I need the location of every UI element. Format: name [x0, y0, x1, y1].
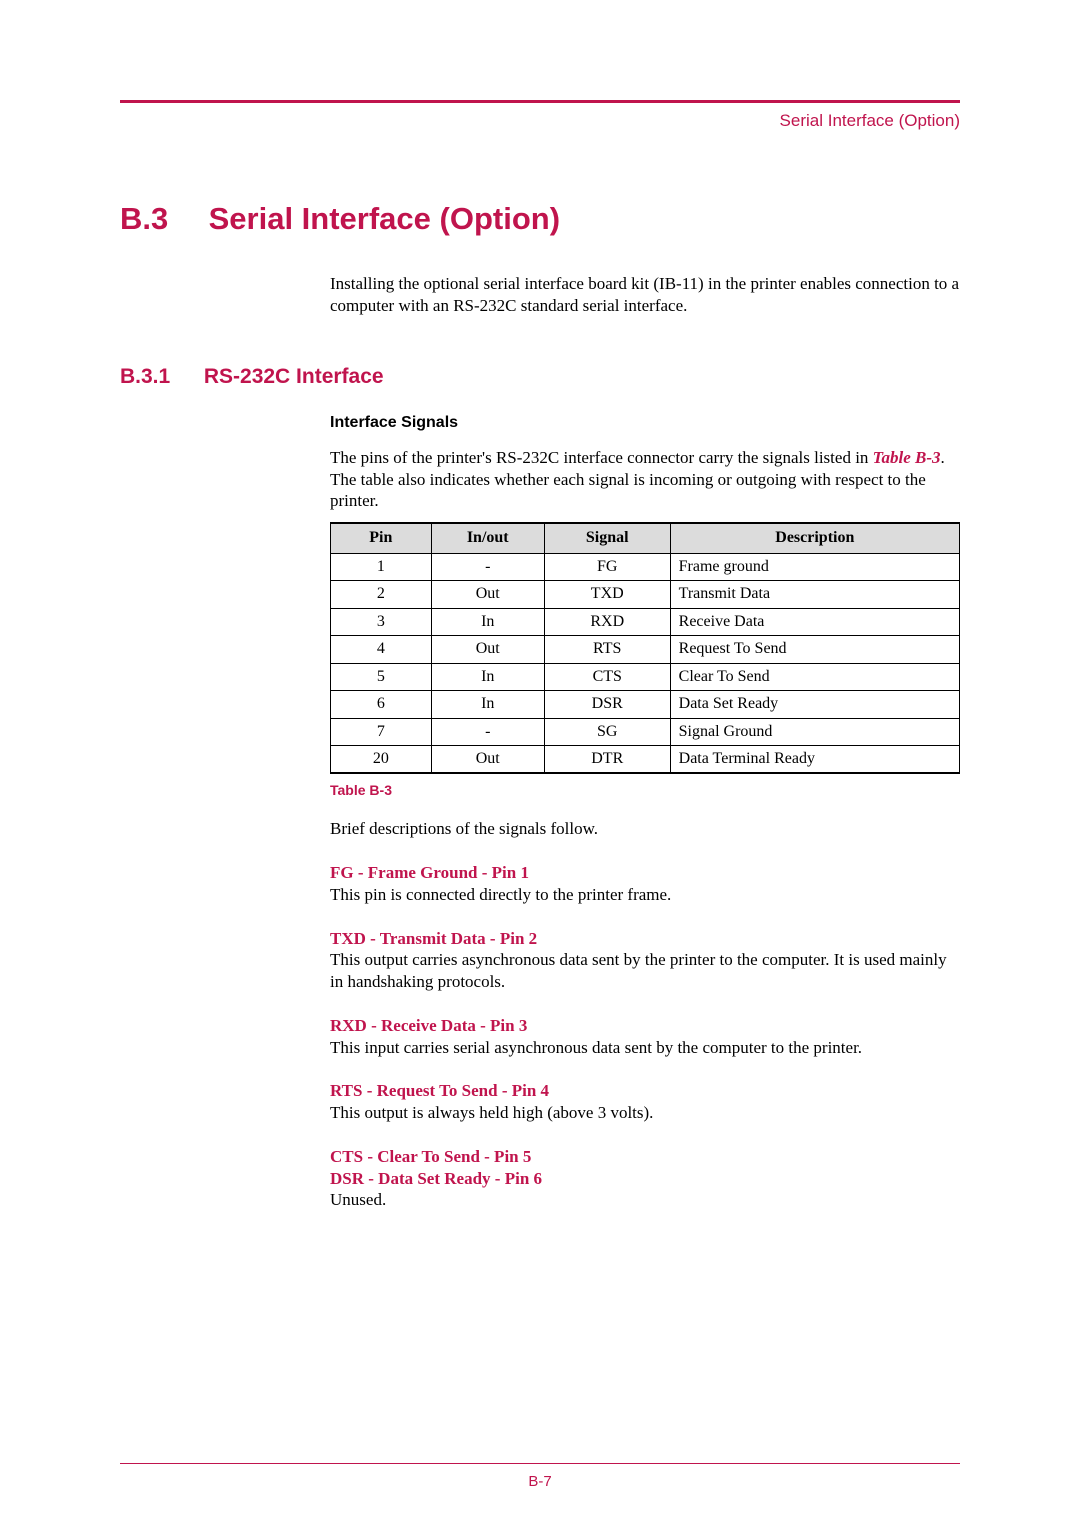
- col-signal: Signal: [544, 523, 670, 553]
- table-cell: FG: [544, 553, 670, 580]
- lead-in-pre: The pins of the printer's RS-232C interf…: [330, 448, 873, 467]
- signal-title: DSR - Data Set Ready - Pin 6: [330, 1168, 960, 1190]
- after-table-paragraph: Brief descriptions of the signals follow…: [330, 818, 960, 840]
- table-cell: 6: [331, 691, 432, 718]
- col-inout: In/out: [431, 523, 544, 553]
- table-cell: TXD: [544, 581, 670, 608]
- signal-description: This output is always held high (above 3…: [330, 1102, 960, 1124]
- signal-title: FG - Frame Ground - Pin 1: [330, 862, 960, 884]
- table-cell: 3: [331, 608, 432, 635]
- signal-title: RXD - Receive Data - Pin 3: [330, 1015, 960, 1037]
- table-cell: Out: [431, 581, 544, 608]
- table-label: Table B-3: [330, 782, 960, 800]
- table-cell: Data Set Ready: [670, 691, 959, 718]
- table-cell: DTR: [544, 745, 670, 773]
- signal-title: RTS - Request To Send - Pin 4: [330, 1080, 960, 1102]
- table-cell: CTS: [544, 663, 670, 690]
- table-cell: Clear To Send: [670, 663, 959, 690]
- table-cell: Frame ground: [670, 553, 959, 580]
- page-number: B-7: [0, 1473, 1080, 1490]
- section-heading: B.3 Serial Interface (Option): [120, 201, 960, 237]
- table-cell: In: [431, 608, 544, 635]
- signal-description: Unused.: [330, 1189, 960, 1211]
- table-cell: In: [431, 663, 544, 690]
- table-row: 7-SGSignal Ground: [331, 718, 960, 745]
- table-cell: SG: [544, 718, 670, 745]
- section-title: Serial Interface (Option): [209, 201, 560, 236]
- section-number: B.3: [120, 201, 200, 237]
- lead-in-paragraph: The pins of the printer's RS-232C interf…: [330, 447, 960, 512]
- table-cell: Receive Data: [670, 608, 959, 635]
- table-cell: Out: [431, 636, 544, 663]
- signal-description: This pin is connected directly to the pr…: [330, 884, 960, 906]
- table-cell: 4: [331, 636, 432, 663]
- table-cell: DSR: [544, 691, 670, 718]
- table-reference-link[interactable]: Table B-3: [873, 448, 941, 467]
- col-pin: Pin: [331, 523, 432, 553]
- table-header-row: Pin In/out Signal Description: [331, 523, 960, 553]
- table-cell: Request To Send: [670, 636, 959, 663]
- table-cell: Transmit Data: [670, 581, 959, 608]
- signal-title: TXD - Transmit Data - Pin 2: [330, 928, 960, 950]
- table-cell: RXD: [544, 608, 670, 635]
- table-cell: 20: [331, 745, 432, 773]
- subsection-body: Interface Signals The pins of the printe…: [330, 413, 960, 1212]
- subsection-heading: B.3.1 RS-232C Interface: [120, 365, 960, 389]
- table-cell: RTS: [544, 636, 670, 663]
- table-row: 6InDSRData Set Ready: [331, 691, 960, 718]
- signal-title: CTS - Clear To Send - Pin 5: [330, 1146, 960, 1168]
- table-cell: -: [431, 718, 544, 745]
- table-cell: Data Terminal Ready: [670, 745, 959, 773]
- table-row: 3InRXDReceive Data: [331, 608, 960, 635]
- running-head: Serial Interface (Option): [120, 111, 960, 131]
- table-row: 4OutRTSRequest To Send: [331, 636, 960, 663]
- subsection-title: RS-232C Interface: [204, 365, 384, 388]
- table-row: 20OutDTRData Terminal Ready: [331, 745, 960, 773]
- subhead-interface-signals: Interface Signals: [330, 413, 960, 433]
- col-description: Description: [670, 523, 959, 553]
- table-cell: 2: [331, 581, 432, 608]
- table-row: 2OutTXDTransmit Data: [331, 581, 960, 608]
- signal-description: This input carries serial asynchronous d…: [330, 1037, 960, 1059]
- subsection-number: B.3.1: [120, 365, 198, 389]
- table-cell: Signal Ground: [670, 718, 959, 745]
- table-cell: -: [431, 553, 544, 580]
- table-row: 1-FGFrame ground: [331, 553, 960, 580]
- table-cell: 5: [331, 663, 432, 690]
- footer-rule: [120, 1463, 960, 1464]
- top-rule: [120, 100, 960, 103]
- signal-description: This output carries asynchronous data se…: [330, 949, 960, 993]
- document-page: Serial Interface (Option) B.3 Serial Int…: [0, 0, 1080, 1528]
- signals-table: Pin In/out Signal Description 1-FGFrame …: [330, 522, 960, 774]
- table-cell: 7: [331, 718, 432, 745]
- section-intro: Installing the optional serial interface…: [330, 273, 960, 317]
- table-row: 5InCTSClear To Send: [331, 663, 960, 690]
- table-cell: 1: [331, 553, 432, 580]
- table-cell: Out: [431, 745, 544, 773]
- table-cell: In: [431, 691, 544, 718]
